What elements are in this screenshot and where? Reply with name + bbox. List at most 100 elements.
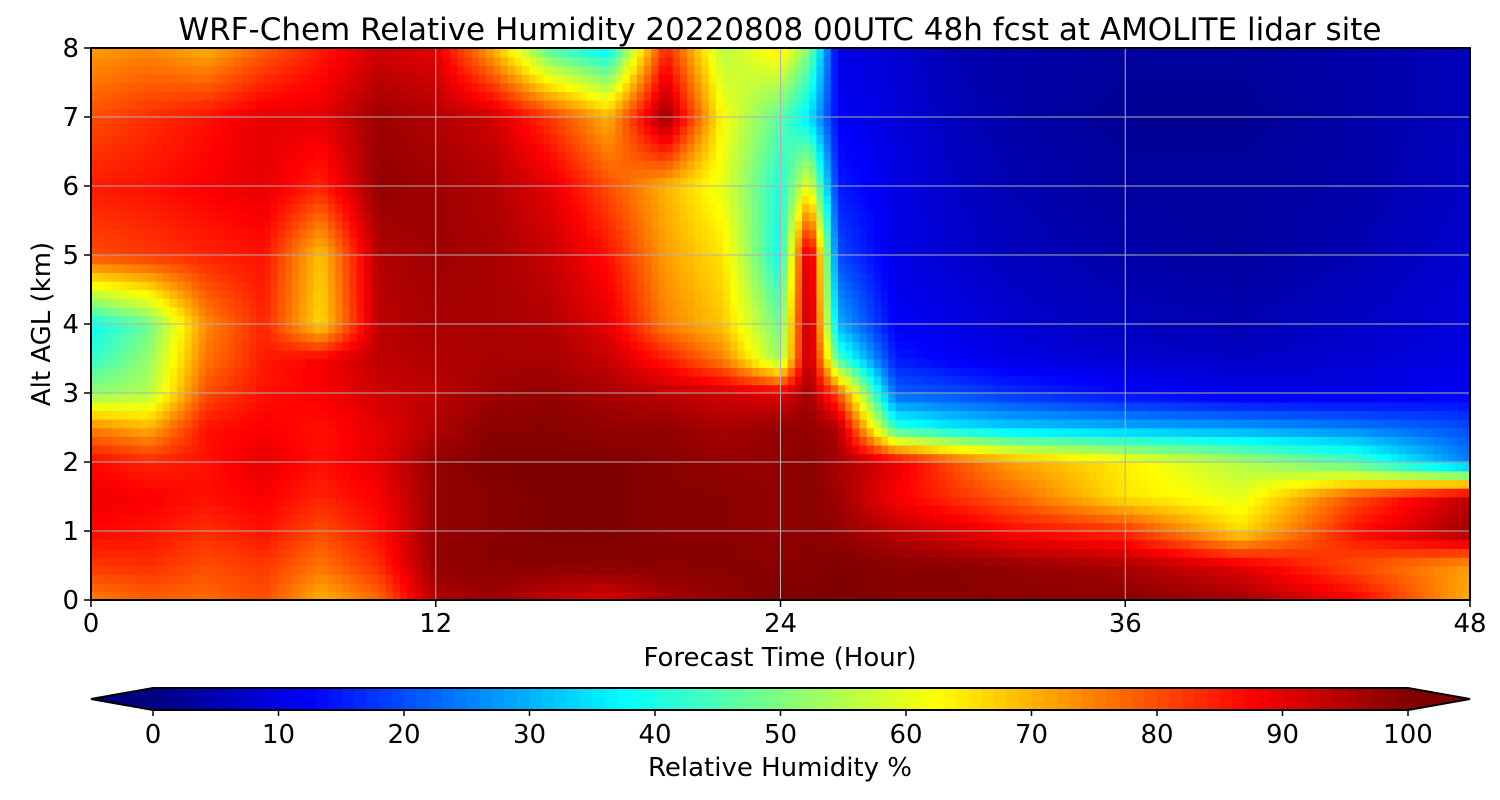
heatmap-cell	[1319, 531, 1328, 541]
heatmap-cell	[313, 393, 322, 403]
heatmap-cell	[895, 582, 904, 593]
heatmap-cell	[421, 591, 430, 600]
heatmap-cell	[1103, 496, 1112, 506]
heatmap-cell	[177, 582, 186, 593]
heatmap-cell	[687, 375, 696, 386]
heatmap-cell	[320, 574, 329, 584]
heatmap-cell	[399, 531, 408, 541]
heatmap-cell	[507, 401, 516, 412]
heatmap-cell	[170, 487, 178, 498]
heatmap-cell	[1426, 444, 1435, 455]
heatmap-cell	[421, 393, 430, 403]
heatmap-cell	[1290, 513, 1299, 524]
heatmap-cell	[486, 418, 495, 429]
heatmap-cell	[263, 539, 272, 550]
heatmap-cell	[435, 505, 444, 515]
heatmap-cell	[715, 591, 724, 600]
heatmap-cell	[794, 384, 803, 394]
heatmap-cell	[600, 462, 609, 472]
heatmap-cell	[1218, 375, 1227, 386]
heatmap-cell	[241, 462, 250, 472]
heatmap-cell	[1010, 410, 1019, 420]
heatmap-cell	[1441, 513, 1450, 524]
heatmap-cell	[816, 522, 825, 532]
heatmap-cell	[1268, 548, 1277, 558]
heatmap-cell	[773, 410, 782, 420]
heatmap-cell	[708, 548, 717, 558]
heatmap-cell	[888, 375, 897, 386]
heatmap-cell	[1175, 375, 1184, 386]
heatmap-cell	[457, 462, 466, 472]
heatmap-cell	[938, 436, 947, 446]
heatmap-cell	[859, 487, 868, 498]
heatmap-cell	[385, 556, 394, 567]
heatmap-cell	[335, 479, 344, 489]
heatmap-cell	[1276, 487, 1285, 498]
heatmap-cell	[155, 375, 164, 386]
heatmap-cell	[91, 453, 99, 463]
heatmap-cell	[1297, 574, 1306, 584]
heatmap-cell	[1089, 582, 1098, 593]
heatmap-cell	[1197, 496, 1206, 506]
heatmap-cell	[945, 531, 954, 541]
heatmap-cell	[507, 462, 516, 472]
heatmap-cell	[1333, 470, 1342, 481]
heatmap-cell	[1254, 436, 1263, 446]
heatmap-cell	[1326, 444, 1335, 455]
heatmap-cell	[1197, 591, 1206, 600]
heatmap-cell	[356, 444, 365, 455]
heatmap-cell	[823, 531, 832, 541]
heatmap-cell	[126, 453, 135, 463]
heatmap-cell	[909, 470, 918, 481]
heatmap-cell	[277, 565, 286, 575]
heatmap-cell	[1261, 496, 1270, 506]
heatmap-cell	[845, 375, 854, 386]
heatmap-cell	[263, 479, 272, 489]
heatmap-cell	[536, 574, 545, 584]
heatmap-cell	[1455, 513, 1464, 524]
heatmap-cell	[162, 427, 171, 437]
heatmap-cell	[1225, 470, 1234, 481]
heatmap-cell	[1189, 393, 1198, 403]
heatmap-cell	[1168, 479, 1177, 489]
heatmap-cell	[1082, 522, 1091, 532]
heatmap-cell	[866, 436, 875, 446]
heatmap-cell	[177, 453, 186, 463]
heatmap-cell	[1024, 591, 1033, 600]
heatmap-cell	[1146, 505, 1155, 515]
heatmap-cell	[708, 487, 717, 498]
heatmap-cell	[421, 565, 430, 575]
heatmap-cell	[1261, 470, 1270, 481]
heatmap-cell	[586, 548, 595, 558]
heatmap-cell	[1218, 574, 1227, 584]
heatmap-cell	[342, 513, 351, 524]
heatmap-cell	[902, 375, 911, 386]
heatmap-cell	[277, 582, 286, 593]
heatmap-cell	[758, 548, 767, 558]
heatmap-cell	[1017, 496, 1026, 506]
heatmap-cell	[270, 487, 279, 498]
heatmap-cell	[1240, 453, 1249, 463]
heatmap-cell	[916, 591, 925, 600]
heatmap-cell	[1398, 496, 1407, 506]
heatmap-cell	[1074, 393, 1083, 403]
heatmap-cell	[234, 487, 243, 498]
heatmap-cell	[1225, 582, 1234, 593]
heatmap-cell	[249, 539, 257, 550]
heatmap-cell	[1333, 393, 1342, 403]
heatmap-cell	[1082, 470, 1091, 481]
heatmap-cell	[1003, 522, 1012, 532]
heatmap-cell	[292, 505, 301, 515]
heatmap-cell	[1182, 470, 1191, 481]
heatmap-cell	[730, 479, 739, 489]
heatmap-cell	[600, 582, 609, 593]
heatmap-cell	[1197, 427, 1206, 437]
heatmap-cell	[141, 487, 150, 498]
heatmap-cell	[442, 479, 451, 489]
heatmap-cell	[1010, 479, 1019, 489]
heatmap-cell	[184, 539, 193, 550]
heatmap-cell	[909, 418, 918, 429]
heatmap-cell	[1369, 574, 1378, 584]
heatmap-cell	[1146, 393, 1155, 403]
heatmap-cell	[536, 582, 545, 593]
